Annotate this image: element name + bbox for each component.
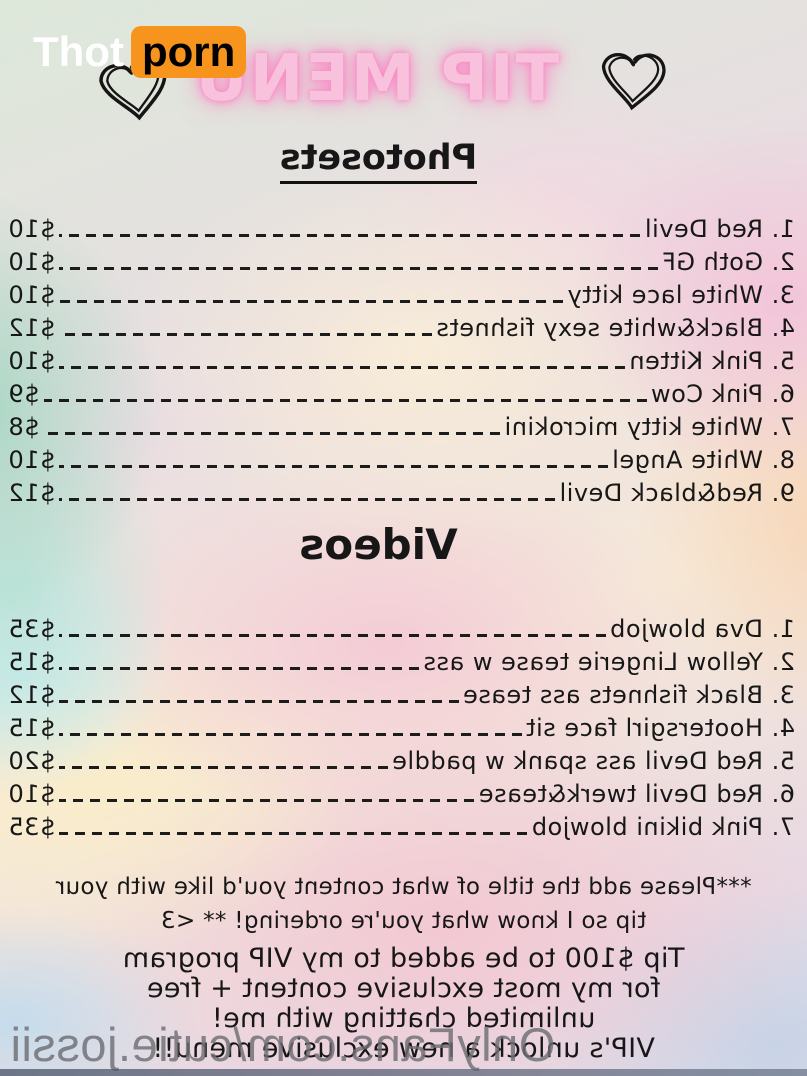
vip-note-line1: Tip $100 to be added to my VIP program: [122, 943, 685, 974]
menu-item-row: 5. Pink Kitten $10: [8, 347, 795, 375]
onlyfans-watermark: OnlyFans.com/cutie.jossii: [10, 1018, 556, 1071]
videos-list: 1. Dva blowjob $35 2. Yellow Lingerie tea…: [8, 615, 795, 849]
dashed-leader: [59, 300, 563, 303]
dashed-leader: [59, 234, 641, 237]
item-label: 6. Pink Cow: [650, 380, 795, 408]
menu-item-row: 7. Pink bikini blowjob $35: [8, 813, 795, 841]
dashed-leader: [59, 366, 625, 369]
ordering-instructions-line1: ***Please add the title of what content …: [55, 874, 752, 900]
menu-item-row: 5. Red Devil ass spank w paddle $20: [8, 747, 795, 775]
photosets-section-title: Photosets: [0, 138, 807, 184]
thotporn-watermark-logo: Thot porn: [33, 26, 247, 78]
photosets-list: 1. Red Devil $10 2. Goth GF $10 3. White l…: [8, 215, 795, 515]
item-label: 9. Red&black Devil: [559, 479, 795, 507]
item-price: $20: [8, 747, 56, 775]
item-price: $35: [8, 813, 56, 841]
item-label: 5. Red Devil ass spank w paddle: [391, 747, 795, 775]
menu-item-row: 4. Black&white sexy fishnets $12: [8, 314, 795, 342]
item-price: $12: [8, 681, 56, 709]
item-price: $8: [8, 413, 40, 441]
dashed-leader: [59, 700, 459, 703]
menu-item-row: 3. White lace kitty $10: [8, 281, 795, 309]
menu-item-row: 1. Dva blowjob $35: [8, 615, 795, 643]
dashed-leader: [59, 766, 388, 769]
item-label: 4. Black&white sexy fishnets: [435, 314, 795, 342]
dashed-leader: [59, 465, 608, 468]
item-label: 6. Red Devil twerk&tease: [478, 780, 795, 808]
dashed-leader: [59, 634, 606, 637]
item-price: $35: [8, 615, 56, 643]
dashed-leader: [43, 432, 501, 435]
menu-item-row: 4. Hootersgirl face sit $15: [8, 714, 795, 742]
dashed-leader: [59, 267, 658, 270]
thotporn-logo-prefix: Thot: [33, 28, 124, 75]
menu-item-row: 2. Yellow Lingerie tease w ass $15: [8, 648, 795, 676]
item-price: $10: [8, 780, 56, 808]
item-price: $10: [8, 215, 56, 243]
item-label: 7. Pink bikini blowjob: [531, 813, 795, 841]
item-label: 8. White Angel: [611, 446, 795, 474]
menu-item-row: 6. Pink Cow $9: [8, 380, 795, 408]
item-price: $10: [8, 347, 56, 375]
item-label: 3. White lace kitty: [567, 281, 795, 309]
item-label: 3. Black fishnets ass tease: [462, 681, 795, 709]
dashed-leader: [59, 832, 528, 835]
menu-item-row: 1. Red Devil $10: [8, 215, 795, 243]
dashed-leader: [59, 667, 420, 670]
dashed-leader: [59, 333, 432, 336]
item-price: $15: [8, 714, 56, 742]
menu-item-row: 6. Red Devil twerk&tease $10: [8, 780, 795, 808]
item-price: $10: [8, 281, 56, 309]
ordering-instructions: ***Please add the title of what content …: [0, 870, 807, 938]
menu-item-row: 3. Black fishnets ass tease $12: [8, 681, 795, 709]
item-label: 5. Pink Kitten: [628, 347, 795, 375]
item-label: 1. Red Devil: [644, 215, 795, 243]
dashed-leader: [59, 498, 556, 501]
item-label: 4. Hootersgirl face sit: [525, 714, 795, 742]
menu-item-row: 8. White Angel $10: [8, 446, 795, 474]
dashed-leader: [59, 733, 522, 736]
item-label: 2. Goth GF: [661, 248, 795, 276]
item-price: $15: [8, 648, 56, 676]
item-price: $9: [8, 380, 40, 408]
menu-item-row: 7. White kitty microkini $8: [8, 413, 795, 441]
item-price: $12: [8, 479, 56, 507]
item-price: $10: [8, 248, 56, 276]
vip-note-line2: for my most exclusive content + free: [146, 973, 661, 1004]
item-price: $10: [8, 446, 56, 474]
menu-item-row: 9. Red&black Devil $12: [8, 479, 795, 507]
dashed-leader: [59, 799, 475, 802]
bottom-edge-strip: [0, 1069, 807, 1076]
item-label: 1. Dva blowjob: [609, 615, 795, 643]
ordering-instructions-line2: tip so I know what you're ordering! ** <…: [160, 908, 647, 934]
heart-doodle-icon: [591, 40, 674, 116]
thotporn-logo-badge: porn: [130, 26, 247, 78]
videos-section-title: Videos: [299, 520, 458, 569]
menu-item-row: 2. Goth GF $10: [8, 248, 795, 276]
item-label: 7. White kitty microkini: [504, 413, 795, 441]
item-price: $12: [8, 314, 56, 342]
dashed-leader: [43, 399, 647, 402]
item-label: 2. Yellow Lingerie tease w ass: [423, 648, 795, 676]
